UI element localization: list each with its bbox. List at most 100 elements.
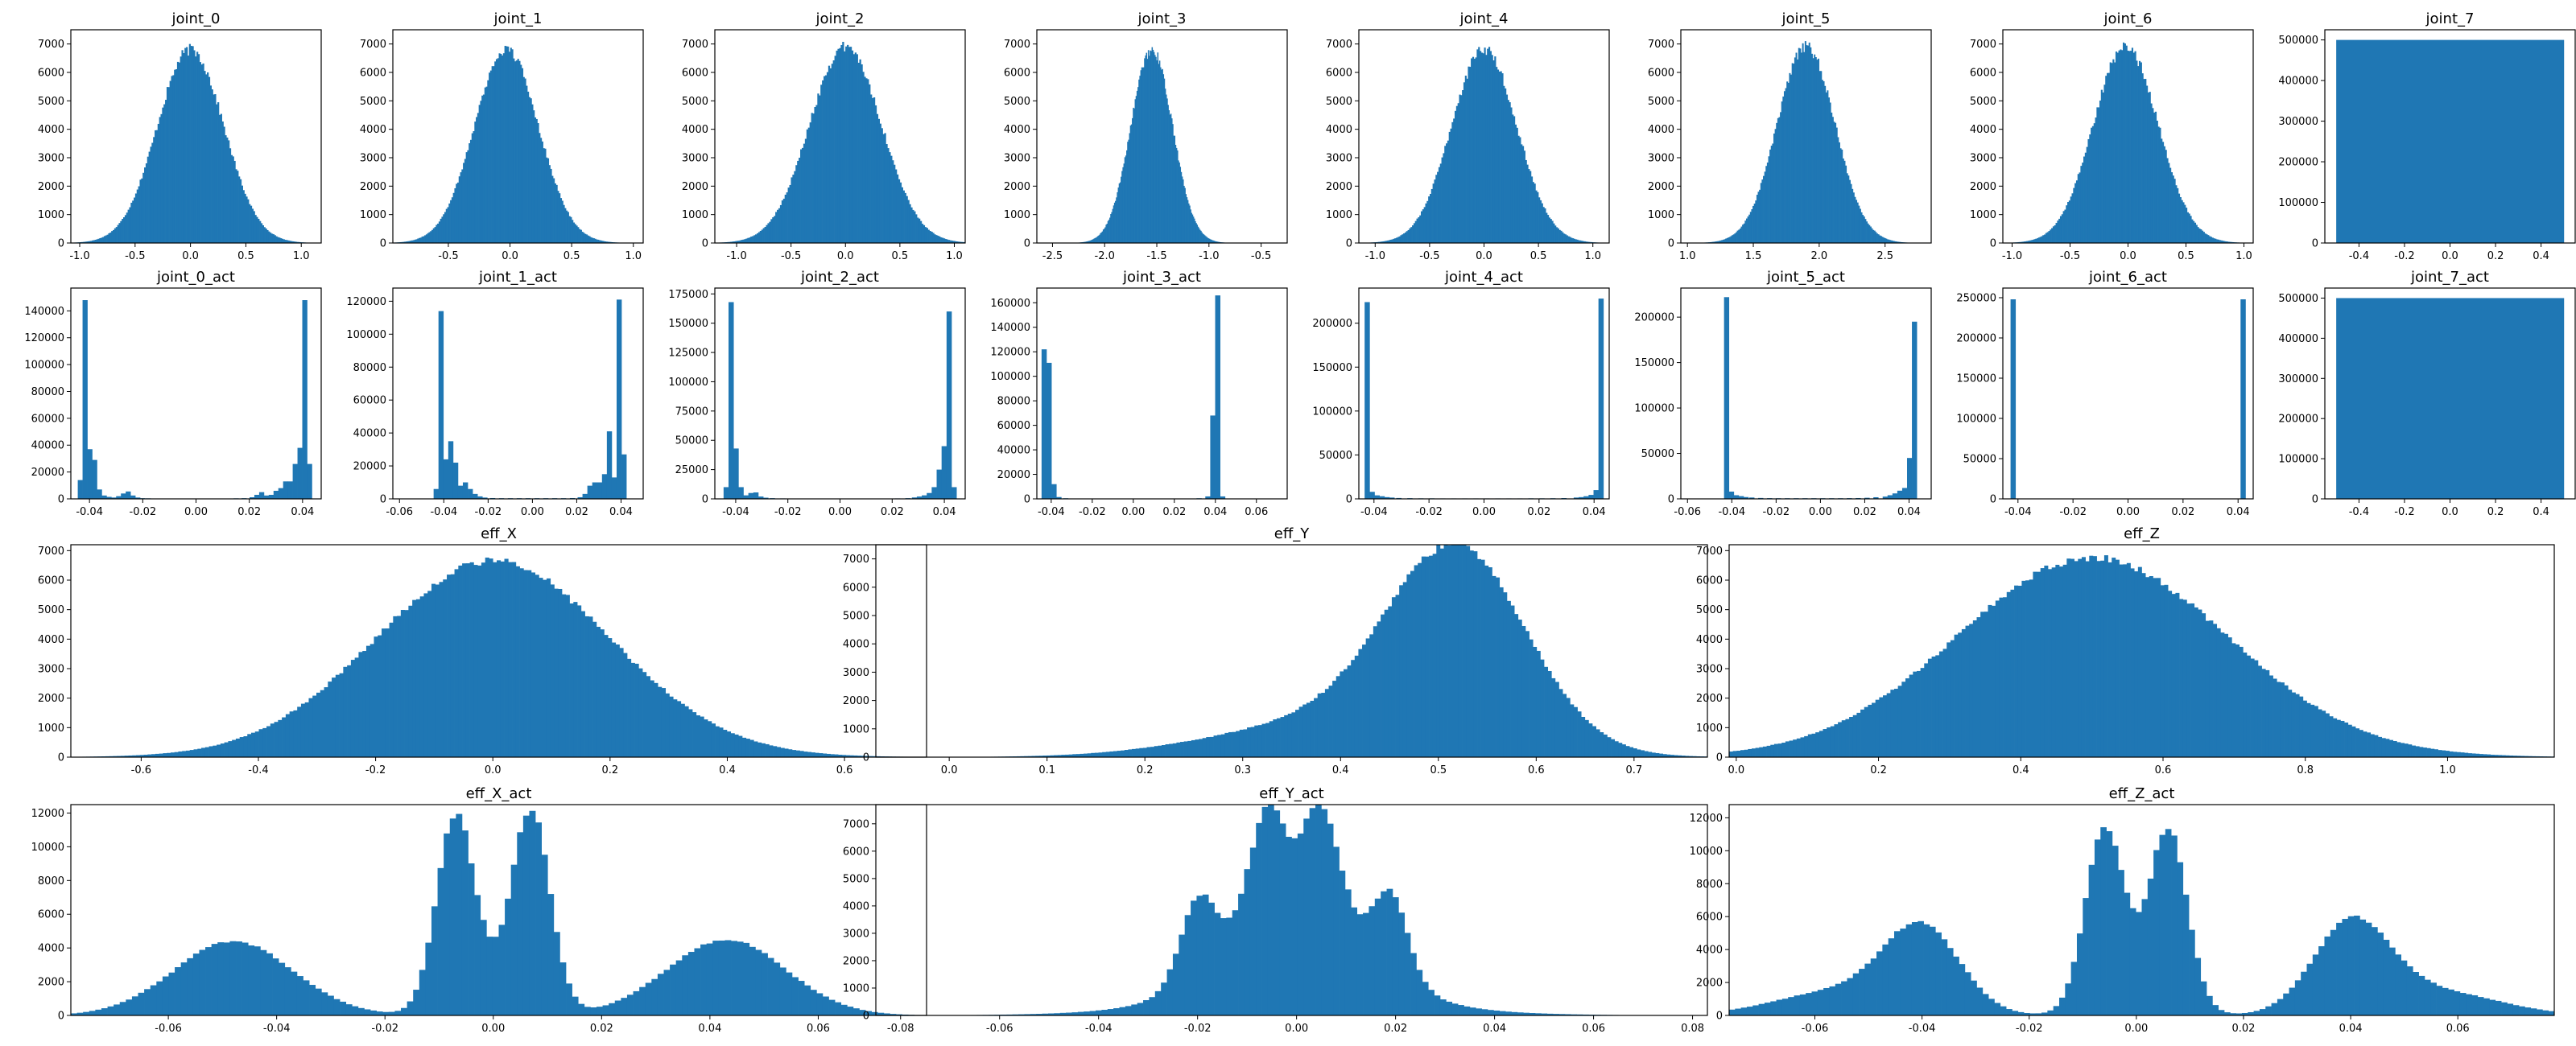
histogram-bar-86 bbox=[515, 60, 518, 243]
histogram-bar-25 bbox=[597, 482, 603, 499]
histogram-bar-97 bbox=[1828, 97, 1831, 243]
histogram-bar-79 bbox=[2025, 580, 2030, 757]
histogram-bar-134 bbox=[2519, 1006, 2525, 1015]
y-tick-label: 120000 bbox=[346, 296, 386, 308]
histogram-bar-117 bbox=[1854, 196, 1856, 243]
histogram-bar-127 bbox=[574, 224, 576, 243]
histogram-bar-19 bbox=[1800, 737, 1805, 757]
histogram-bar-53 bbox=[394, 1011, 402, 1015]
histogram-bar-44 bbox=[1894, 689, 1899, 757]
histogram-bar-81 bbox=[382, 628, 386, 757]
histogram-bar-1 bbox=[438, 311, 444, 499]
histogram-bar-132 bbox=[1560, 230, 1563, 243]
histogram-bar-27 bbox=[236, 941, 242, 1015]
histogram-bar-37 bbox=[1868, 704, 1872, 757]
histogram-bar-85 bbox=[2132, 52, 2135, 243]
histogram-bar-105 bbox=[1499, 1011, 1506, 1015]
histogram-bar-25 bbox=[1823, 729, 1827, 757]
histogram-bar-97 bbox=[1250, 727, 1255, 757]
histogram-bar-117 bbox=[519, 568, 524, 757]
histogram-bar-84 bbox=[1202, 738, 1207, 757]
histogram-bar-117 bbox=[1538, 197, 1541, 243]
histogram-bar-72 bbox=[2114, 62, 2116, 243]
histogram-bar-69 bbox=[1146, 747, 1151, 757]
histogram-bar-136 bbox=[1566, 235, 1568, 243]
histogram-bar-41 bbox=[1971, 980, 1977, 1015]
histogram-bar-87 bbox=[1814, 57, 1817, 243]
histogram-bar-21 bbox=[2039, 237, 2041, 243]
histogram-bar-185 bbox=[1577, 711, 1582, 757]
histogram-bar-21 bbox=[1096, 237, 1098, 243]
histogram-bar-178 bbox=[1551, 677, 1556, 757]
histogram-bar-108 bbox=[1291, 712, 1296, 757]
x-tick-label: -0.02 bbox=[475, 506, 502, 518]
subplot-title: joint_1_act bbox=[478, 269, 557, 286]
histogram-bar-55 bbox=[1447, 140, 1450, 243]
histogram-bar-110 bbox=[2169, 167, 2172, 243]
y-tick-label: 6000 bbox=[38, 575, 64, 587]
histogram-bar-8 bbox=[1759, 747, 1764, 757]
histogram-bar-130 bbox=[865, 1011, 873, 1015]
histogram-bar-83 bbox=[845, 46, 848, 243]
histogram-bar-73 bbox=[2115, 51, 2118, 243]
histogram-bar-148 bbox=[605, 241, 607, 243]
histogram-bar-17 bbox=[1724, 239, 1726, 243]
histogram-bar-93 bbox=[2145, 79, 2147, 243]
histogram-bar-168 bbox=[1514, 614, 1519, 757]
histogram-bar-92 bbox=[208, 76, 211, 243]
histogram-bar-40 bbox=[1753, 204, 1756, 243]
histogram-bar-105 bbox=[1174, 145, 1177, 243]
histogram-bar-96 bbox=[1827, 90, 1829, 243]
histogram-bar-119 bbox=[527, 570, 532, 757]
histogram-bar-45 bbox=[1057, 755, 1062, 757]
histogram-bar-103 bbox=[225, 135, 227, 243]
histogram-bar-64 bbox=[316, 692, 321, 757]
histogram-bar-204 bbox=[2494, 755, 2499, 757]
histogram-bar-44 bbox=[2073, 187, 2075, 243]
histogram-bar-62 bbox=[449, 818, 456, 1015]
histogram-bar-45 bbox=[1760, 183, 1762, 243]
y-tick-label: 250000 bbox=[1956, 293, 1996, 305]
histogram-bar-62 bbox=[812, 113, 815, 243]
histogram-bar-53 bbox=[150, 146, 152, 243]
y-tick-label: 4000 bbox=[1696, 945, 1723, 957]
histogram-bar-52 bbox=[1084, 753, 1088, 757]
histogram-bar-139 bbox=[2211, 237, 2214, 243]
histogram-bar-54 bbox=[1446, 143, 1448, 243]
histogram-bar-173 bbox=[1533, 646, 1538, 757]
histogram-bar-58 bbox=[1220, 918, 1227, 1015]
histogram-bar-27 bbox=[174, 752, 179, 757]
histogram-bar-69 bbox=[1791, 63, 1794, 244]
histogram-bar-98 bbox=[447, 574, 452, 757]
histogram-bar-135 bbox=[1877, 234, 1880, 243]
histogram-bar-150 bbox=[295, 241, 297, 243]
histogram-bar-52 bbox=[1443, 153, 1445, 243]
axes-frame bbox=[392, 29, 644, 244]
histogram-bar-131 bbox=[1199, 229, 1201, 243]
histogram-bar-19 bbox=[187, 957, 194, 1015]
histogram-bar-126 bbox=[1866, 221, 1868, 243]
y-tick-label: 12000 bbox=[1690, 813, 1723, 825]
histogram-bar-111 bbox=[1530, 171, 1532, 243]
histogram-bar-98 bbox=[2096, 561, 2101, 757]
histogram-bar-30 bbox=[2052, 226, 2055, 243]
histogram-bar-202 bbox=[2487, 754, 2491, 757]
histogram-bar-102 bbox=[462, 563, 467, 757]
histogram-bar-127 bbox=[1867, 223, 1869, 243]
y-tick-label: 160000 bbox=[990, 298, 1030, 310]
histogram-bar-135 bbox=[585, 234, 588, 243]
histogram-bar-130 bbox=[579, 229, 581, 243]
histogram-bar-69 bbox=[2109, 62, 2112, 244]
y-tick-label: 4000 bbox=[38, 943, 64, 955]
histogram-bar-87 bbox=[404, 610, 409, 757]
histogram-bar-71 bbox=[176, 61, 180, 243]
histogram-bar-55 bbox=[1935, 655, 1940, 757]
x-tick-label: 0.2 bbox=[2487, 250, 2504, 262]
histogram-bar-101 bbox=[2324, 936, 2331, 1015]
histogram-bar-126 bbox=[1551, 220, 1554, 243]
histogram-bar-13 bbox=[736, 241, 739, 243]
histogram-bar-39 bbox=[1423, 207, 1426, 243]
histogram-bar-42 bbox=[134, 197, 136, 243]
subplot-title: joint_5_act bbox=[1766, 269, 1845, 286]
histogram-bar-29 bbox=[1047, 1013, 1055, 1015]
